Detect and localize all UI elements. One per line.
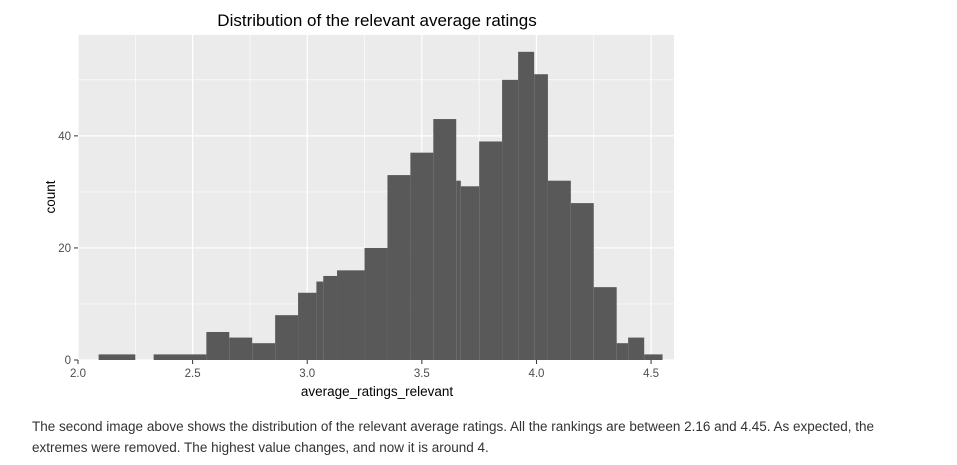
histogram-bar bbox=[460, 186, 480, 360]
y-axis-ticks: 0 20 40 bbox=[58, 131, 78, 367]
y-axis-label: count bbox=[43, 180, 58, 213]
histogram-bar bbox=[616, 343, 629, 360]
histogram-bar bbox=[206, 331, 230, 360]
histogram-bar bbox=[628, 337, 645, 360]
histogram-bar bbox=[98, 354, 136, 360]
x-axis-ticks: 2.0 2.5 3.0 3.5 4.0 4.5 bbox=[70, 360, 659, 380]
histogram-bar bbox=[298, 292, 317, 360]
y-tick-label: 0 bbox=[65, 355, 71, 367]
histogram-bars bbox=[98, 51, 663, 361]
histogram-bar bbox=[252, 343, 276, 360]
histogram-bar bbox=[275, 315, 299, 360]
histogram-bar bbox=[364, 247, 388, 360]
histogram-bar bbox=[479, 141, 503, 360]
histogram-bar bbox=[153, 354, 207, 360]
histogram-bar bbox=[316, 281, 324, 360]
histogram-chart: 2.0 2.5 3.0 3.5 4.0 4.5 0 20 40 Distribution of… bbox=[43, 11, 674, 399]
histogram-bar bbox=[644, 354, 663, 360]
x-tick-label: 3.5 bbox=[414, 368, 430, 380]
histogram-bar bbox=[229, 337, 253, 360]
histogram-bar bbox=[337, 270, 365, 360]
histogram-bar bbox=[534, 74, 548, 361]
histogram-bar bbox=[433, 119, 457, 360]
histogram-bar bbox=[570, 203, 594, 360]
histogram-bar bbox=[456, 180, 461, 360]
x-tick-label: 4.0 bbox=[528, 368, 544, 380]
x-axis-label: average_ratings_relevant bbox=[301, 384, 454, 399]
x-tick-label: 4.5 bbox=[643, 368, 659, 380]
caption-paragraph: The second image above shows the distrib… bbox=[32, 419, 875, 455]
histogram-bar bbox=[410, 152, 434, 360]
histogram-bar bbox=[518, 51, 535, 361]
x-tick-label: 2.0 bbox=[70, 368, 86, 380]
x-tick-label: 3.0 bbox=[299, 368, 315, 380]
histogram-svg: 2.0 2.5 3.0 3.5 4.0 4.5 0 20 40 Distribution of… bbox=[43, 11, 674, 399]
chart-title: Distribution of the relevant average rat… bbox=[217, 11, 536, 30]
y-tick-label: 20 bbox=[58, 243, 71, 255]
y-tick-label: 40 bbox=[58, 131, 71, 143]
histogram-bar bbox=[502, 79, 519, 361]
x-tick-label: 2.5 bbox=[185, 368, 201, 380]
histogram-bar bbox=[387, 175, 411, 360]
histogram-bar bbox=[323, 275, 338, 360]
histogram-bar bbox=[547, 180, 571, 360]
histogram-bar bbox=[593, 287, 617, 360]
